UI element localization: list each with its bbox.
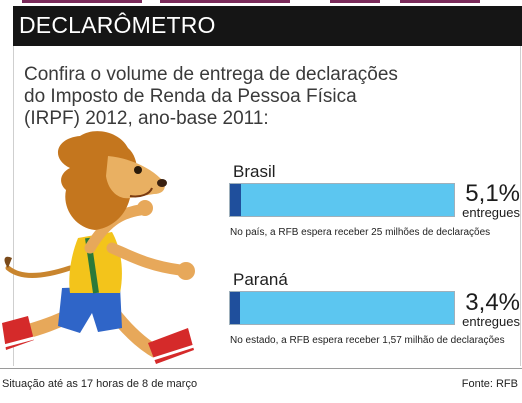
top-strip-segment	[22, 0, 142, 3]
sub-label-brasil: entregues	[462, 205, 520, 220]
bar-fill-brasil	[230, 184, 241, 216]
bar-fill-parana	[230, 292, 240, 324]
top-strip-segment	[330, 0, 380, 3]
value-label-brasil: 5,1%	[465, 180, 520, 207]
footer-source: Fonte: RFB	[461, 378, 518, 390]
region-label-brasil: Brasil	[233, 162, 276, 181]
intro-line: (IRPF) 2012, ano-base 2011:	[24, 108, 269, 129]
header-bar: DECLARÔMETRO	[13, 6, 522, 46]
left-divider	[13, 46, 14, 366]
note-parana: No estado, a RFB espera receber 1,57 mil…	[230, 335, 505, 346]
right-divider	[520, 46, 521, 366]
footer-divider	[0, 368, 522, 369]
value-label-parana: 3,4%	[465, 289, 520, 316]
bar-track-parana	[229, 291, 455, 325]
top-strip-segment	[160, 0, 290, 3]
intro-line: Confira o volume de entrega de declaraçõ…	[24, 64, 398, 85]
top-strip-segment	[400, 0, 480, 3]
intro-line: do Imposto de Renda da Pessoa Física	[24, 86, 357, 107]
top-strip	[0, 0, 522, 5]
page-title: DECLARÔMETRO	[19, 12, 216, 38]
note-brasil: No país, a RFB espera receber 25 milhões…	[230, 227, 491, 238]
lion-mascot-illustration	[2, 131, 195, 364]
footer-status: Situação até as 17 horas de 8 de março	[2, 378, 198, 390]
bar-track-brasil	[229, 183, 455, 217]
intro-text: Confira o volume de entrega de declaraçõ…	[24, 64, 404, 130]
sub-label-parana: entregues	[462, 314, 520, 329]
region-label-parana: Paraná	[233, 270, 288, 289]
